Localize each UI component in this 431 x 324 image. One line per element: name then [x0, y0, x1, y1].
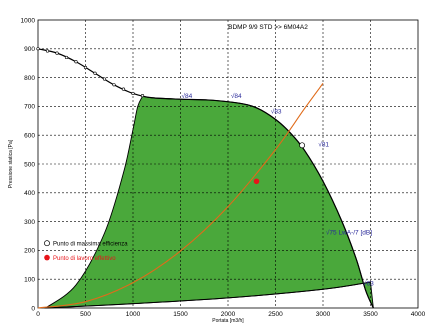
x-tick-label: 0	[36, 311, 40, 318]
y-tick-label: 0	[31, 305, 35, 312]
curve-annotation: √63	[363, 280, 374, 288]
curve-marker	[112, 83, 116, 87]
work-point	[253, 178, 260, 185]
legend: Punto di massima efficienza Punto di lavo…	[44, 240, 128, 262]
legend-marker-work	[44, 254, 50, 261]
curve-marker	[83, 65, 88, 70]
curve-marker	[102, 77, 107, 81]
curve-marker	[140, 93, 145, 98]
curve-marker	[74, 60, 78, 64]
x-tick-label: 1500	[173, 311, 188, 318]
curve-annotation: √75 LwA-/7 [dB]	[326, 229, 372, 237]
grid	[38, 20, 418, 308]
y-tick-label: 900	[24, 46, 35, 53]
y-tick-label: 800	[24, 75, 35, 82]
curve-marker	[121, 87, 126, 91]
x-ticks: 0 500 1000 1500 2000 2500 3000 3500 4000	[36, 311, 425, 318]
operating-area	[44, 95, 374, 309]
y-tick-label: 300	[24, 219, 35, 226]
data-points	[253, 142, 306, 185]
x-tick-label: 2000	[221, 311, 236, 318]
y-tick-label: 700	[24, 104, 35, 111]
x-axis-label: Portata [m3/h]	[212, 318, 244, 324]
y-tick-label: 200	[24, 248, 35, 255]
system-curve	[37, 83, 324, 309]
curve-marker	[45, 49, 50, 53]
y-tick-label: 600	[24, 133, 35, 140]
x-tick-label: 2500	[268, 311, 283, 318]
y-tick-label: 500	[24, 161, 35, 168]
bottom-boundary-curve	[45, 281, 371, 309]
curve-marker	[36, 47, 40, 51]
legend-label-work: Punto di lavoro effettivo	[53, 256, 116, 262]
curve-marker	[131, 91, 135, 96]
curve-marker	[64, 55, 69, 60]
y-tick-label: 400	[24, 190, 35, 197]
curve-marker	[55, 51, 59, 55]
y-ticks: 0 100 200 300 400 500 600 700 800 900 1000	[21, 17, 36, 312]
curve-annotation: √81	[318, 141, 329, 149]
x-tick-label: 1000	[126, 311, 141, 318]
curve-marker	[93, 71, 97, 75]
chart-title: BDMP 9/9 STD >> 6M04A2	[228, 24, 308, 31]
y-tick-label: 100	[24, 277, 35, 284]
curve-annotation: √84	[181, 92, 192, 100]
curve-annotation: √84	[231, 92, 242, 100]
max-efficiency-point	[299, 142, 306, 149]
curve-annotation: √83	[271, 108, 282, 116]
legend-label-efficiency: Punto di massima efficienza	[53, 241, 128, 247]
x-tick-label: 4000	[411, 311, 426, 318]
legend-marker-efficiency	[44, 240, 50, 247]
x-tick-label: 3000	[316, 311, 331, 318]
annotations: √84 √84 √83 √81 √75 LwA-/7 [dB] √63	[181, 92, 374, 288]
x-tick-label: 500	[80, 311, 91, 318]
y-tick-label: 1000	[21, 17, 36, 24]
max-speed-curve-markers	[36, 47, 145, 98]
x-tick-label: 3500	[363, 311, 378, 318]
y-axis-label: Pressione statica [Pa]	[8, 139, 14, 188]
